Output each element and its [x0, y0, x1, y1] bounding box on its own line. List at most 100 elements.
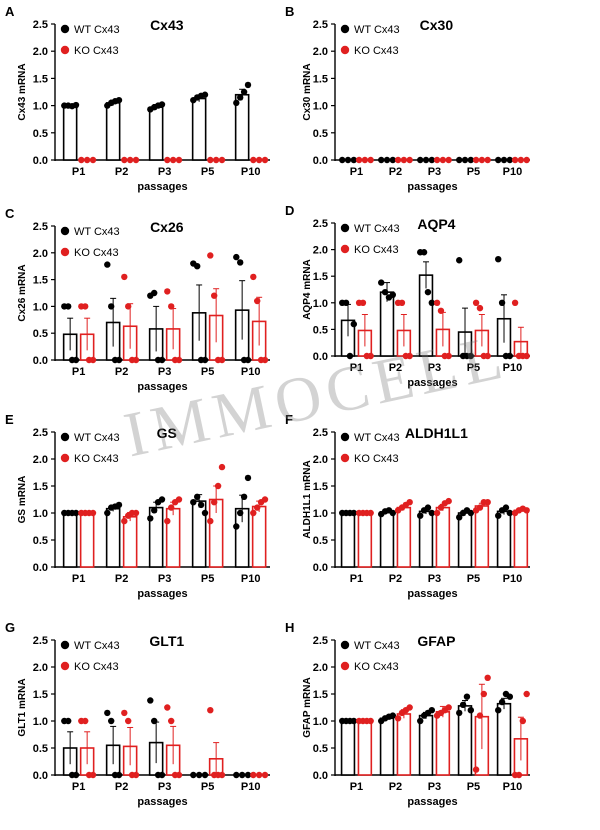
panel-letter: G — [5, 620, 15, 635]
chart-title: Cx43 — [150, 17, 184, 33]
y-tick-label: 1.5 — [33, 689, 48, 701]
y-tick-label: 0.0 — [313, 770, 328, 782]
y-tick-label: 2.5 — [33, 19, 48, 31]
data-point — [175, 356, 183, 364]
x-tick-label: P2 — [389, 781, 402, 793]
data-point — [433, 299, 441, 306]
data-point — [367, 717, 374, 725]
legend-ko-marker — [340, 244, 350, 254]
bar-wt-p5 — [191, 97, 207, 161]
y-tick-label: 1.0 — [313, 508, 328, 520]
data-point — [261, 771, 269, 779]
x-tick-label: P2 — [115, 366, 128, 378]
data-point — [190, 499, 197, 506]
data-point — [207, 156, 214, 164]
panel-letter: A — [5, 4, 15, 19]
panel-b: B 0.0 0.5 1.0 1.5 2.0 2.5 Cx30 mRNA Cx30 WT Cx43 K… — [285, 4, 530, 193]
x-tick-label: P1 — [72, 166, 85, 178]
data-point — [445, 497, 452, 505]
x-tick-label: P3 — [428, 166, 441, 178]
data-point — [367, 156, 374, 164]
data-point — [511, 299, 519, 306]
y-tick-label: 0.0 — [313, 562, 328, 574]
data-point — [244, 81, 252, 89]
data-point — [424, 504, 432, 511]
data-point — [238, 771, 246, 779]
y-tick-label: 1.0 — [33, 716, 48, 728]
x-tick-label: P5 — [201, 366, 214, 378]
y-tick-label: 2.0 — [313, 46, 328, 58]
data-point — [212, 156, 220, 164]
data-point — [132, 156, 140, 164]
x-tick-label: P5 — [467, 362, 480, 374]
x-tick-label: P3 — [428, 781, 441, 793]
y-tick-label: 0.0 — [33, 562, 48, 574]
y-tick-label: 2.5 — [33, 635, 48, 647]
data-point — [467, 707, 475, 714]
data-point — [168, 303, 175, 310]
bar-wt-p1 — [340, 512, 356, 568]
legend-wt-label: WT Cx43 — [74, 226, 120, 238]
legend-ko-marker — [60, 661, 70, 671]
legend-wt-label: WT Cx43 — [74, 24, 120, 36]
data-point — [511, 156, 519, 164]
data-point — [78, 156, 85, 164]
legend-ko-label: KO Cx43 — [74, 453, 119, 465]
data-point — [472, 299, 480, 306]
y-tick-label: 1.0 — [33, 301, 48, 313]
y-tick-label: 0.5 — [33, 535, 48, 547]
chart-title: GLT1 — [149, 633, 184, 649]
data-point — [261, 156, 269, 164]
y-axis-label: AQP4 mRNA — [302, 259, 313, 320]
y-tick-label: 0.5 — [313, 743, 328, 755]
bar-wt-p5 — [457, 705, 473, 776]
bar-ko-p3 — [165, 507, 181, 568]
y-tick-label: 2.5 — [313, 427, 328, 439]
data-point — [456, 257, 463, 264]
bar-ko-p2 — [396, 506, 412, 568]
data-point — [194, 263, 201, 270]
data-point — [506, 156, 514, 164]
data-point — [378, 279, 385, 286]
data-point — [240, 88, 248, 96]
data-point — [218, 356, 226, 364]
data-point — [459, 701, 467, 708]
y-tick-label: 2.0 — [33, 46, 48, 58]
data-point — [346, 352, 354, 360]
y-tick-label: 2.0 — [313, 662, 328, 674]
data-point — [463, 693, 471, 700]
data-point — [132, 356, 140, 364]
y-tick-label: 0.5 — [313, 324, 328, 336]
y-tick-label: 1.5 — [313, 73, 328, 85]
data-point — [344, 156, 352, 164]
data-point — [523, 352, 530, 360]
legend-wt-marker — [60, 640, 70, 650]
bar-ko-p1 — [357, 720, 373, 776]
y-tick-label: 2.5 — [33, 221, 48, 233]
y-tick-label: 2.5 — [33, 427, 48, 439]
data-point — [428, 707, 436, 714]
x-tick-label: P3 — [158, 573, 171, 585]
data-point — [83, 156, 91, 164]
data-point — [65, 303, 72, 310]
data-point — [428, 299, 436, 306]
x-tick-label: P1 — [72, 781, 85, 793]
bar-wt-p3 — [418, 510, 434, 568]
bar-wt-p3 — [418, 714, 434, 776]
data-point — [121, 156, 128, 164]
x-tick-label: P2 — [115, 166, 128, 178]
y-tick-label: 2.5 — [313, 218, 328, 230]
data-point — [495, 512, 502, 519]
x-tick-label: P10 — [503, 166, 523, 178]
legend-ko-marker — [340, 45, 350, 55]
x-tick-label: P1 — [72, 573, 85, 585]
bar-ko-p3 — [435, 506, 451, 568]
y-tick-label: 1.0 — [313, 298, 328, 310]
data-point — [175, 496, 183, 503]
x-tick-label: P3 — [428, 573, 441, 585]
x-tick-label: P10 — [503, 781, 523, 793]
y-tick-label: 0.5 — [33, 128, 48, 140]
chart-title: ALDH1L1 — [405, 425, 468, 441]
data-point — [381, 288, 389, 296]
